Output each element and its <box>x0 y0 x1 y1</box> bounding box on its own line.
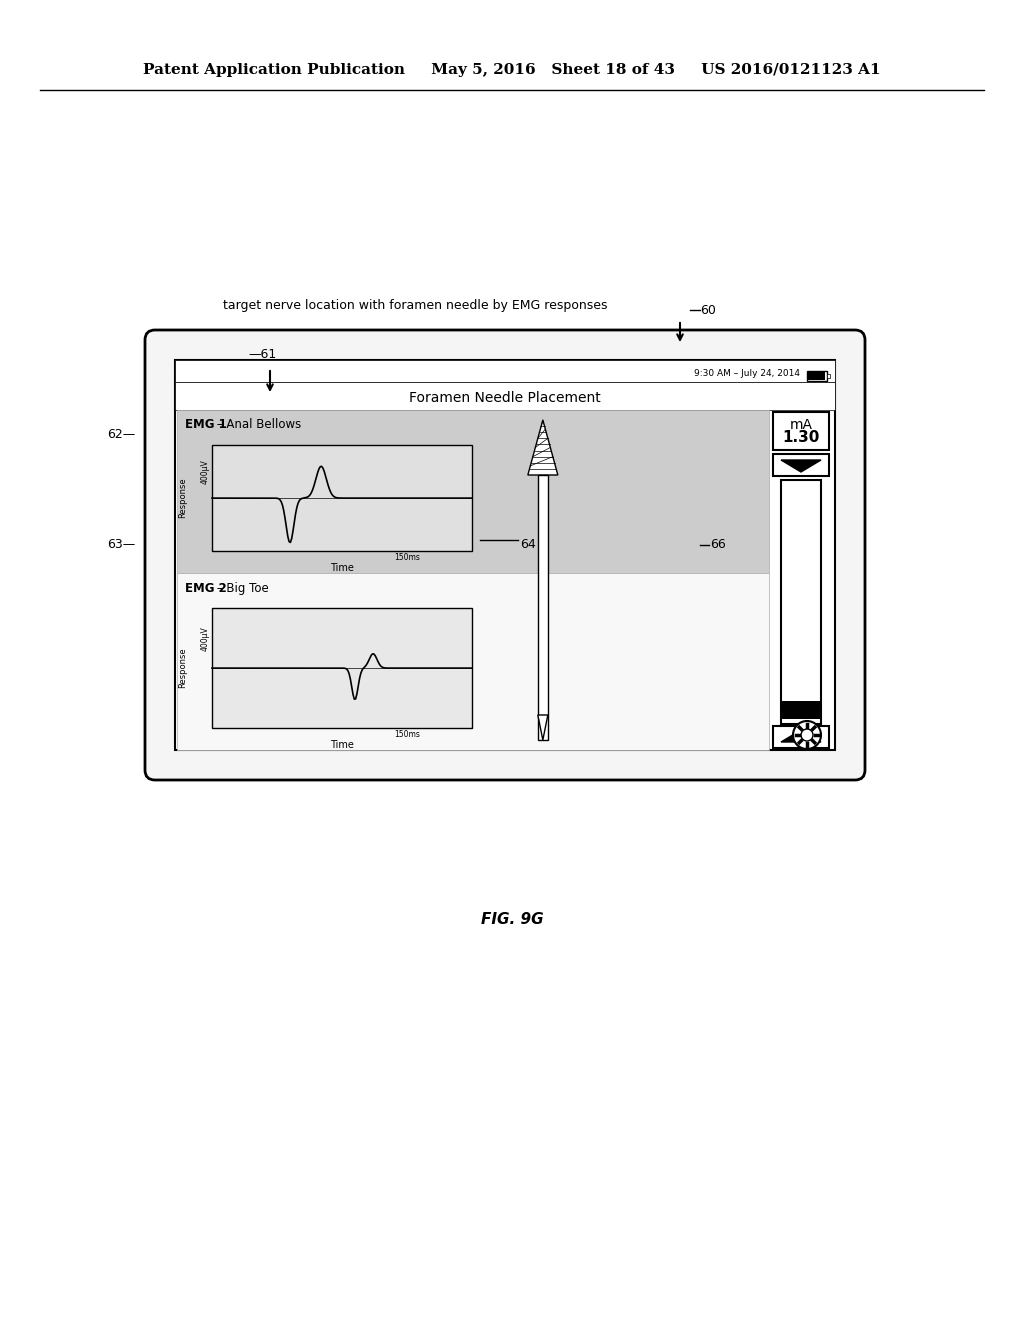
Bar <box>175 360 835 750</box>
Text: 400μV: 400μV <box>201 459 210 484</box>
Bar <box>538 475 548 741</box>
Bar <box>175 381 835 411</box>
Bar <box>808 372 825 380</box>
Text: 60: 60 <box>700 304 716 317</box>
Text: – Anal Bellows: – Anal Bellows <box>213 418 301 432</box>
Bar <box>212 609 472 729</box>
Bar <box>177 411 769 573</box>
Polygon shape <box>538 715 548 741</box>
Text: 66: 66 <box>710 539 726 552</box>
Text: 150ms: 150ms <box>394 730 420 739</box>
Polygon shape <box>527 420 558 475</box>
Text: EMG 1: EMG 1 <box>185 418 226 432</box>
Bar <box>212 445 472 552</box>
Bar <box>773 726 829 748</box>
Text: Time: Time <box>330 741 354 750</box>
Text: —61: —61 <box>248 348 276 362</box>
Polygon shape <box>781 459 821 473</box>
Polygon shape <box>781 730 821 742</box>
Bar <box>781 480 821 723</box>
Text: EMG 2: EMG 2 <box>185 582 226 595</box>
FancyBboxPatch shape <box>145 330 865 780</box>
Text: Response: Response <box>178 478 187 519</box>
Bar <box>175 360 835 381</box>
Text: 400μV: 400μV <box>201 626 210 651</box>
Bar <box>781 701 821 719</box>
Text: 150ms: 150ms <box>394 553 420 562</box>
Text: – Big Toe: – Big Toe <box>213 582 268 595</box>
Text: mA: mA <box>790 418 812 432</box>
Bar <box>773 412 829 450</box>
Circle shape <box>801 729 813 741</box>
Text: FIG. 9G: FIG. 9G <box>480 912 544 928</box>
Text: Time: Time <box>330 564 354 573</box>
Bar <box>827 374 830 378</box>
Text: target nerve location with foramen needle by EMG responses: target nerve location with foramen needl… <box>223 298 607 312</box>
Text: 63—: 63— <box>106 539 135 552</box>
Text: Patent Application Publication     May 5, 2016   Sheet 18 of 43     US 2016/0121: Patent Application Publication May 5, 20… <box>143 63 881 77</box>
Bar <box>773 454 829 477</box>
Text: 64: 64 <box>520 539 536 552</box>
Text: 9:30 AM – July 24, 2014: 9:30 AM – July 24, 2014 <box>694 368 800 378</box>
Bar <box>807 371 827 381</box>
Text: 1.30: 1.30 <box>782 429 819 445</box>
Text: Response: Response <box>178 648 187 689</box>
Bar <box>177 573 769 750</box>
Text: 62—: 62— <box>106 429 135 441</box>
Text: Foramen Needle Placement: Foramen Needle Placement <box>410 391 601 405</box>
Circle shape <box>793 721 821 748</box>
